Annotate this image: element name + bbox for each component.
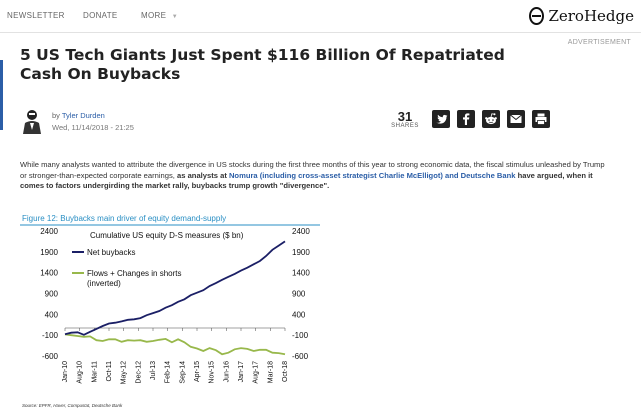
byline: by Tyler Durden — [52, 111, 105, 120]
twitter-icon — [436, 114, 448, 124]
logo-text: ZeroHedge — [548, 7, 634, 25]
nav-more-link[interactable]: MORE ▼ — [141, 11, 178, 20]
author-avatar — [23, 110, 41, 134]
y-tick-label-left: 900 — [45, 290, 59, 299]
reddit-share-button[interactable] — [482, 110, 500, 128]
x-tick-label: Apr-15 — [194, 361, 201, 382]
chart-title: Cumulative US equity D-S measures ($ bn) — [90, 231, 244, 240]
chart-figure: Figure 12: Buybacks main driver of equit… — [20, 211, 320, 411]
publish-date: Wed, 11/14/2018 - 21:25 — [52, 123, 134, 132]
legend-label-flows-line: Flows + Changes in shorts — [87, 269, 182, 278]
x-tick-label: Jan-10 — [62, 361, 69, 383]
x-tick-label: Oct-18 — [282, 361, 289, 382]
x-tick-label: Mar-18 — [267, 361, 274, 383]
article-paragraph: While many analysts wanted to attribute … — [20, 160, 610, 192]
facebook-share-button[interactable] — [457, 110, 475, 128]
nav-more-label: MORE — [141, 11, 167, 20]
y-tick-label-left: 1400 — [40, 269, 58, 278]
email-icon — [510, 114, 522, 123]
y-tick-label-right: 1400 — [292, 269, 310, 278]
twitter-share-button[interactable] — [432, 110, 450, 128]
y-tick-label-right: 1900 — [292, 248, 310, 257]
buybacks-chart: Figure 12: Buybacks main driver of equit… — [20, 214, 320, 408]
x-tick-label: Dec-12 — [135, 361, 142, 384]
print-share-button[interactable] — [532, 110, 550, 128]
byline-prefix: by — [52, 111, 60, 120]
x-tick-label: Mar-11 — [91, 361, 98, 383]
x-tick-label: May-12 — [121, 361, 128, 384]
reddit-icon — [485, 113, 497, 125]
figure-caption: Figure 12: Buybacks main driver of equit… — [22, 214, 226, 223]
y-axis-left: 2400 1900 1400 900 400 -100 -600 — [40, 227, 58, 361]
chart-source: Source: EPFR, Haver, Compustat, Deutsche… — [22, 403, 123, 408]
email-share-button[interactable] — [507, 110, 525, 128]
legend-label-net: Net buybacks — [87, 248, 135, 257]
left-accent-bar — [0, 60, 3, 130]
x-tick-label: Nov-15 — [209, 361, 216, 384]
x-tick-label: Jul-13 — [150, 361, 157, 380]
y-tick-label-right: 900 — [292, 290, 306, 299]
article-title: 5 US Tech Giants Just Spent $116 Billion… — [20, 46, 505, 83]
y-axis-right: 2400 1900 1400 900 400 -100 -600 — [292, 227, 310, 361]
facebook-icon — [463, 113, 470, 125]
share-counter: 31 SHARES — [388, 110, 422, 129]
nav-newsletter-link[interactable]: NEWSLETTER — [7, 11, 65, 20]
net-buybacks-series-line — [64, 240, 286, 336]
theta-logo-icon — [529, 7, 545, 25]
y-tick-label-left: -100 — [42, 331, 59, 340]
x-tick-label: Jan-17 — [238, 361, 245, 383]
x-tick-label: Aug-17 — [253, 361, 260, 384]
x-tick-label: Oct-11 — [106, 361, 113, 382]
y-tick-label-right: 400 — [292, 310, 306, 319]
top-nav: NEWSLETTER DONATE MORE ▼ ZeroHedge — [0, 0, 641, 33]
y-tick-label-right: 2400 — [292, 227, 310, 236]
paragraph-part2: as analysts at — [177, 170, 229, 180]
chevron-down-icon: ▼ — [171, 14, 178, 20]
legend: Net buybacks Flows + Changes in shorts (i… — [72, 248, 182, 288]
x-tick-label: Jun-16 — [223, 361, 230, 383]
author-name[interactable]: Tyler Durden — [61, 111, 105, 120]
y-tick-label-right: -100 — [292, 331, 309, 340]
y-tick-label-left: 1900 — [40, 248, 58, 257]
paragraph-part1: While many analysts wanted to attribute … — [20, 160, 605, 180]
nomura-deutsche-link[interactable]: Nomura (including cross-asset strategist… — [228, 170, 516, 180]
y-tick-label-left: 2400 — [40, 227, 58, 236]
y-tick-label-right: -600 — [292, 352, 309, 361]
flows-series-line — [64, 333, 286, 356]
y-tick-label-left: 400 — [45, 310, 59, 319]
paragraph-part3: have argued, when it comes to factors un… — [20, 170, 593, 191]
x-tick-label: Feb-14 — [165, 361, 172, 383]
advertisement-label: ADVERTISEMENT — [567, 39, 631, 46]
x-tick-label: Aug-10 — [77, 361, 84, 384]
print-icon — [535, 113, 547, 125]
nav-donate-link[interactable]: DONATE — [83, 11, 118, 20]
x-tick-label: Sep-14 — [179, 361, 186, 384]
legend-label-flows: Flows + Changes in shorts (inverted) — [87, 269, 182, 288]
x-axis: Jan-10 Aug-10 Mar-11 Oct-11 May-12 Dec-12 Jul-… — [62, 328, 289, 384]
share-label: SHARES — [391, 123, 419, 129]
legend-label-flows-line: (inverted) — [87, 279, 121, 288]
y-tick-label-left: -600 — [42, 352, 59, 361]
site-logo[interactable]: ZeroHedge — [529, 5, 634, 27]
share-count: 31 — [397, 109, 413, 124]
